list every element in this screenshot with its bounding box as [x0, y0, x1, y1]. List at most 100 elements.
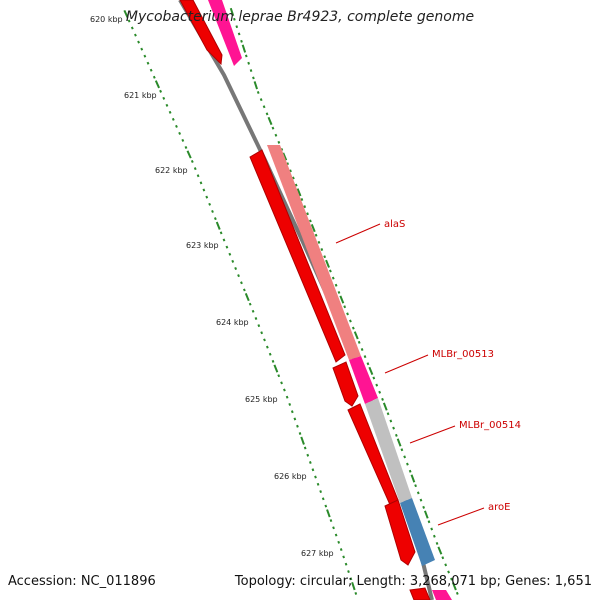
gene-bar-MLBr_00514	[365, 398, 412, 503]
ruler-major-tick	[451, 582, 457, 591]
tick-label-621: 621 kbp	[124, 91, 157, 100]
leader-MLBr_00514	[409, 425, 456, 444]
leader-alaS	[335, 223, 381, 244]
ruler-dot	[159, 89, 162, 93]
ruler-dot	[265, 345, 269, 349]
ruler-dot	[143, 54, 147, 58]
ruler-dot	[251, 309, 255, 313]
ruler-major-tick	[325, 259, 330, 268]
ruler-dot	[337, 290, 341, 294]
ruler-dot	[178, 131, 182, 135]
ruler-dot	[323, 255, 327, 259]
ruler-dot	[311, 468, 315, 472]
ruler-major-tick	[253, 81, 258, 90]
ruler-dot	[286, 162, 290, 166]
ruler-dot	[392, 426, 395, 430]
ruler-dot	[378, 390, 382, 394]
ruler-dot	[344, 562, 348, 566]
ruler-dot	[343, 305, 347, 309]
ruler-major-tick	[123, 9, 129, 19]
ruler-major-tick	[273, 364, 279, 373]
ruler-dot	[296, 424, 299, 428]
ruler-dot	[317, 240, 321, 244]
ruler-dot	[349, 577, 353, 581]
ruler-dot	[184, 145, 188, 149]
ruler-dot	[146, 61, 150, 65]
ruler-dot	[366, 362, 370, 366]
ruler-dot	[289, 169, 292, 173]
ruler-major-tick	[215, 221, 221, 230]
ruler-dot	[408, 469, 412, 473]
ruler-dot	[127, 19, 131, 23]
ruler-dot	[329, 519, 333, 523]
cds-bottom	[409, 587, 431, 600]
ruler-dot	[342, 555, 345, 559]
tick-label-620: 620 kbp	[90, 15, 123, 24]
ruler-dot	[208, 202, 212, 206]
gene-bar-alaS	[267, 145, 361, 360]
ruler-dot	[277, 374, 281, 378]
ruler-dot	[225, 245, 229, 249]
ruler-dot	[244, 54, 248, 58]
tick-label-627: 627 kbp	[301, 549, 334, 558]
ruler-dot	[231, 259, 235, 263]
ruler-dot	[280, 147, 284, 151]
ruler-dot	[394, 433, 398, 437]
ruler-dot	[237, 32, 241, 36]
ruler-major-tick	[310, 223, 316, 233]
ruler-dot	[222, 238, 226, 242]
ruler-major-tick	[267, 116, 273, 126]
ruler-dot	[254, 316, 258, 320]
ruler-dot	[351, 326, 355, 330]
ruler-dot	[290, 410, 294, 414]
ruler-dot	[168, 110, 172, 114]
cds-2	[332, 361, 359, 407]
ruler-dot	[293, 417, 297, 421]
gene-labels: alaS MLBr_00513 MLBr_00514 aroE	[335, 219, 521, 526]
ruler-dot	[235, 25, 239, 29]
ruler-dot	[406, 462, 409, 466]
ruler-dot	[363, 355, 367, 359]
ruler-dot	[306, 212, 309, 216]
tick-label-626: 626 kbp	[274, 472, 307, 481]
gene-label-MLBr_00513: MLBr_00513	[432, 349, 494, 360]
ruler-dot	[320, 248, 324, 252]
ruler-dot	[181, 138, 185, 142]
ruler-dot	[262, 105, 266, 109]
ruler-dot	[306, 453, 310, 457]
gene-label-MLBr_00514: MLBr_00514	[459, 420, 521, 431]
ruler-dot	[347, 570, 350, 573]
ruler-dot	[329, 269, 332, 273]
ruler-dot	[435, 541, 439, 545]
ruler-dot	[389, 419, 393, 423]
ruler-dot	[414, 484, 417, 488]
ruler-major-tick	[229, 7, 235, 17]
ruler-dot	[303, 446, 307, 450]
ruler-dot	[149, 68, 153, 72]
ruler-major-tick	[186, 150, 192, 159]
gene-label-alaS: alaS	[384, 219, 405, 230]
ruler-dot	[331, 276, 335, 280]
ruler-major-tick	[282, 152, 288, 161]
ruler-major-tick	[396, 438, 402, 447]
ruler-dot	[346, 312, 349, 316]
ruler-dot	[422, 505, 425, 509]
ruler-dot	[433, 534, 436, 538]
ruler-dot	[294, 183, 298, 187]
ruler-dot	[427, 520, 431, 524]
ruler-dot	[134, 33, 137, 37]
leader-aroE	[437, 507, 485, 526]
ruler-dot	[375, 383, 379, 387]
ruler-dot	[288, 403, 292, 406]
ruler-dot	[211, 209, 214, 213]
ruler-dot	[140, 47, 144, 51]
ruler-dot	[152, 75, 156, 79]
ruler-major-tick	[154, 80, 160, 89]
ruler-dot	[271, 126, 275, 130]
ruler-dot	[314, 475, 317, 479]
ruler-major-tick	[437, 546, 443, 555]
ruler-dot	[444, 563, 448, 567]
ruler-labels: 620 kbp 621 kbp 622 kbp 623 kbp 624 kbp …	[90, 15, 334, 558]
ruler-dot	[303, 205, 307, 209]
ruler-dot	[271, 359, 275, 363]
